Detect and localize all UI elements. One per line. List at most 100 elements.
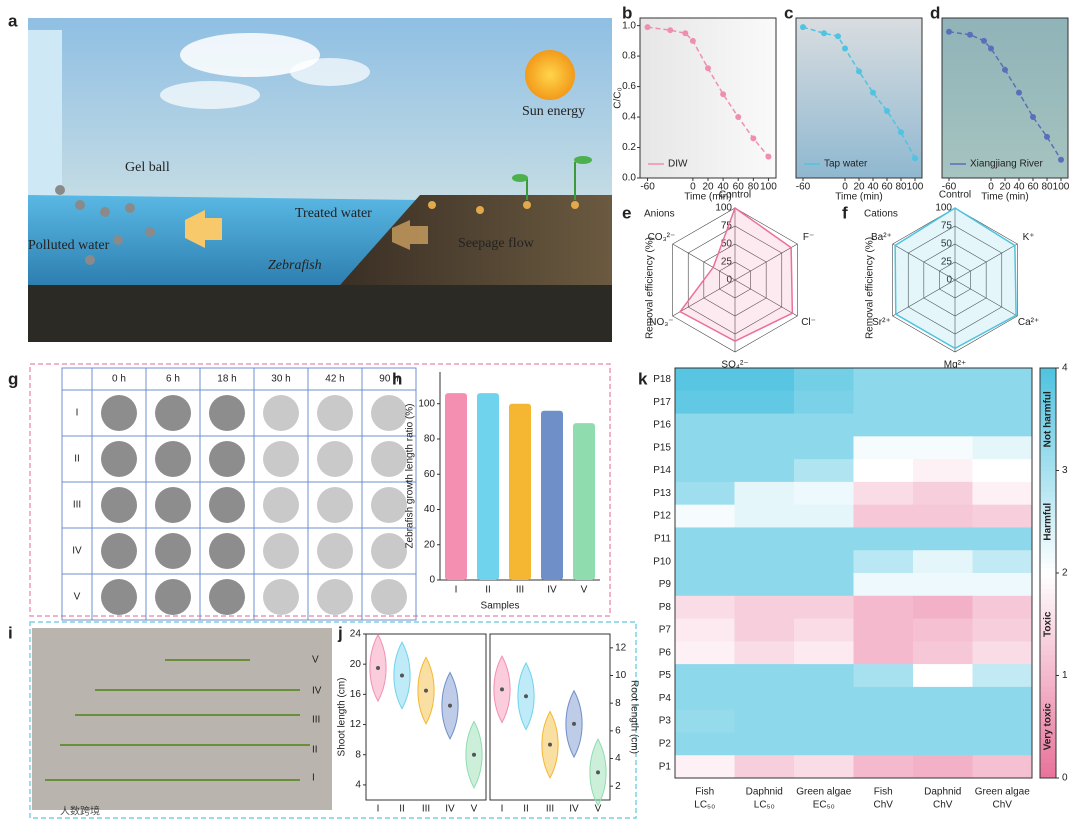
heat-cell [853,459,914,483]
heat-cell [794,390,854,415]
y-tick-label: 60 [424,469,436,480]
colorbar-step [1040,660,1056,666]
heat-cell [734,573,795,597]
heat-cell [794,459,854,483]
heat-cell [913,459,973,483]
y-tick-label: 0.2 [622,142,636,153]
x-tick-label: 0 [690,182,696,193]
embryo-image [317,579,353,615]
heat-cell [675,390,735,415]
table-frame [61,367,417,621]
colorbar-step [1040,670,1056,676]
colorbar-step [1040,388,1056,395]
colorbar-tick-label: 4 [1062,363,1068,374]
x-axis-label: Time (min) [981,192,1028,203]
colorbar-step [1040,578,1056,584]
data-point [870,89,876,96]
colorbar-step [1040,649,1056,656]
x-axis-label: Time (min) [835,192,882,203]
panel-letter: i [8,623,13,642]
colorbar-step [1040,696,1056,702]
seedlings [45,659,310,781]
row-label: P18 [653,374,671,385]
embryo-image [155,487,191,523]
heat-cell [972,459,1033,483]
heat-cell [853,618,914,642]
column-header: 0 h [112,374,126,385]
column-header: 42 h [325,374,344,385]
r-tick-label: 0 [946,275,952,286]
r-tick-label: 50 [721,239,733,250]
colorbar-step [1040,747,1056,753]
heat-cell [853,550,914,574]
x-tick-label: 60 [733,182,745,193]
legend-label: Tap water [824,159,868,170]
colorbar-step [1040,511,1056,518]
y-tick-label: 12 [350,719,362,730]
violin-median [548,742,552,747]
embryo-image [371,487,407,523]
colorbar-step [1040,573,1056,579]
heat-cell [972,686,1033,711]
colorbar-tick-label: 0 [1062,773,1068,784]
plant-label: I [312,773,315,784]
y-tick-label: 0.6 [622,81,636,92]
heat-cell [972,618,1033,642]
row-label: P5 [659,670,672,681]
heat-cell [794,550,854,574]
y-axis-label: Root length (cm) [628,680,639,754]
colorbar-step [1040,429,1056,436]
y-tick-label: 4 [355,780,361,791]
colorbar-step [1040,460,1056,466]
heat-cell [734,618,795,642]
colorbar-step [1040,726,1056,733]
row-label: P10 [653,556,671,567]
colorbar-step [1040,393,1056,400]
y-tick-label: 8 [615,698,621,709]
row-label: P2 [659,738,672,749]
row-label: P1 [659,761,672,772]
colorbar-step [1040,491,1056,497]
heat-cell [675,732,735,756]
colorbar-step [1040,557,1056,564]
y-axis-label: Shoot length (cm) [337,678,348,757]
embryo-image [101,533,137,569]
panel-letter: h [392,369,402,388]
plot-frame [489,633,611,801]
r-tick-label: 0 [726,275,732,286]
photo-i [32,628,332,810]
data-line [802,26,916,159]
heat-cell [675,664,735,688]
y-axis-label: Removal efficiency (%) [645,237,656,339]
row-label: P3 [659,716,672,727]
column-label: ChV [933,800,953,811]
y-tick-label: 0.0 [622,173,636,184]
x-tick-label: 20 [702,182,714,193]
data-point [1044,133,1050,140]
plot-frame [365,633,487,801]
heat-cell [734,732,795,756]
heat-cell [913,436,973,460]
radar-spoke [954,279,1018,317]
heat-cell [794,436,854,460]
colorbar-step [1040,368,1056,374]
colorbar-label: Harmful [1043,503,1054,541]
data-point [981,37,987,44]
panel-letter: e [622,203,631,222]
heatmap-frame [674,367,1033,779]
violin-median [448,703,452,708]
heat-cell [734,413,795,437]
heat-cell [853,481,914,506]
heat-cell [794,368,854,392]
heat-cell [675,527,735,551]
y-tick-label: 0.4 [622,112,636,123]
colorbar-step [1040,552,1056,559]
panel-letter: a [8,11,18,30]
y-tick-label: 16 [350,689,362,700]
radar-spoke [892,243,956,281]
colorbar-step [1040,665,1056,671]
colorbar-step [1040,711,1056,717]
heat-cell [853,436,914,460]
r-tick-label: 100 [935,203,952,214]
data-point [912,155,918,162]
